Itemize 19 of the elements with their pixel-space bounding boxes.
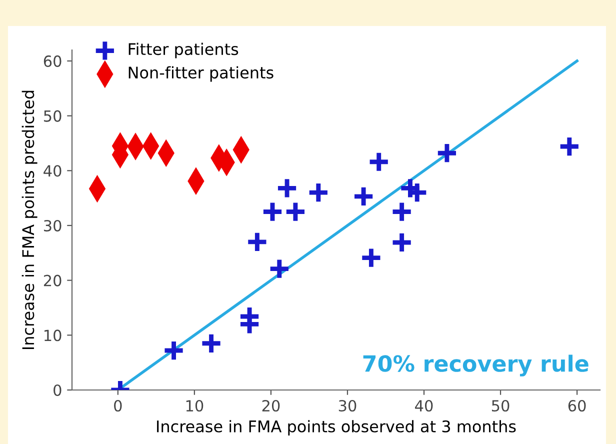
y-tick-label: 20 xyxy=(44,274,62,286)
x-tick-label: 10 xyxy=(186,400,204,412)
y-tick-label: 0 xyxy=(54,384,62,396)
y-tick-label: 60 xyxy=(44,55,62,67)
y-tick-label: 30 xyxy=(44,220,62,232)
y-tick-label: 40 xyxy=(44,165,62,177)
y-axis-title: Increase in FMA points predicted xyxy=(22,90,38,350)
x-axis-title: Increase in FMA points observed at 3 months xyxy=(157,420,516,436)
x-tick-label: 50 xyxy=(492,400,510,412)
annotation: 70% recovery rule xyxy=(363,354,588,376)
x-tick-label: 0 xyxy=(114,400,122,412)
y-tick-label: 10 xyxy=(44,330,62,342)
x-tick-label: 20 xyxy=(262,400,280,412)
legend-label: Non-fitter patients xyxy=(128,66,274,82)
x-tick-label: 60 xyxy=(568,400,586,412)
x-tick-label: 30 xyxy=(338,400,356,412)
legend-label: Fitter patients xyxy=(128,42,238,58)
x-tick-label: 40 xyxy=(415,400,433,412)
y-tick-label: 50 xyxy=(44,110,62,122)
